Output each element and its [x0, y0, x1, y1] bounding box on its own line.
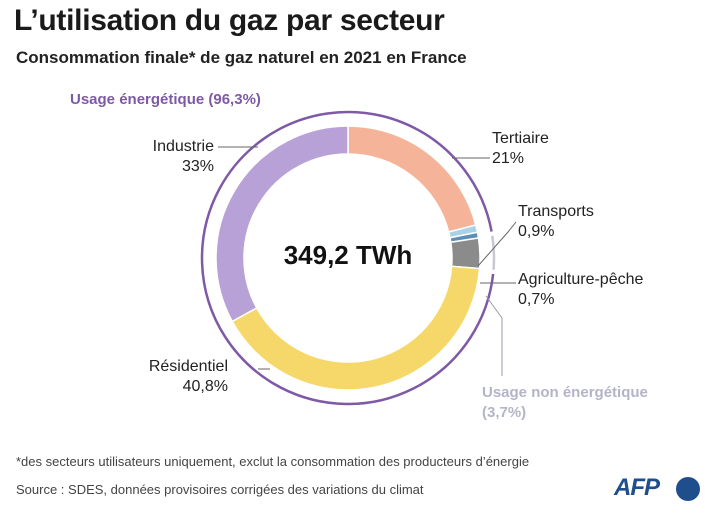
nonenergy-group-arc	[491, 235, 496, 270]
slice-tertiaire	[347, 125, 477, 233]
label-industrie-pct: 33%	[181, 158, 214, 175]
leader-transports	[477, 221, 517, 267]
nonenergy-group-label: Usage non énergétique (3,7%)	[482, 383, 648, 423]
chart-title: L’utilisation du gaz par secteur	[14, 4, 445, 37]
label-industrie: Industrie 33%	[153, 137, 214, 177]
total-label: 349,2 TWh	[284, 240, 413, 270]
source-note: Source : SDES, données provisoires corri…	[16, 482, 424, 497]
leader-nonenergy	[485, 295, 503, 376]
label-industrie-name: Industrie	[152, 138, 214, 155]
donut-slices	[215, 125, 481, 391]
label-agriculture-pct: 0,7%	[518, 291, 555, 308]
footnote: *des secteurs utilisateurs uniquement, e…	[16, 454, 530, 469]
group-ring	[200, 110, 496, 406]
afp-logo: AFP	[614, 474, 660, 501]
label-agriculture: Agriculture-pêche 0,7%	[518, 270, 643, 310]
label-tertiaire-pct: 21%	[492, 150, 525, 167]
label-transports-pct: 0,9%	[518, 223, 555, 240]
nonenergy-group-pct: (3,7%)	[482, 404, 527, 421]
label-residentiel-name: Résidentiel	[148, 358, 228, 375]
label-transports-name: Transports	[518, 203, 594, 220]
label-tertiaire: Tertiaire 21%	[492, 129, 549, 169]
slice-industrie	[215, 125, 349, 323]
label-agriculture-name: Agriculture-pêche	[518, 271, 644, 288]
label-residentiel-pct: 40,8%	[182, 378, 228, 395]
energy-group-label: Usage énergétique (96,3%)	[70, 91, 261, 108]
slice-usage-non-nerg-tique	[449, 237, 481, 270]
nonenergy-group-name: Usage non énergétique	[482, 384, 648, 401]
slice-r-sidentiel	[231, 265, 481, 391]
label-residentiel: Résidentiel 40,8%	[149, 357, 228, 397]
label-transports: Transports 0,9%	[518, 202, 594, 242]
label-tertiaire-name: Tertiaire	[492, 130, 549, 147]
afp-logo-dot	[676, 477, 700, 501]
chart-subtitle: Consommation finale* de gaz naturel en 2…	[16, 48, 467, 67]
leader-lines	[218, 146, 517, 376]
energy-group-arc	[200, 110, 495, 406]
